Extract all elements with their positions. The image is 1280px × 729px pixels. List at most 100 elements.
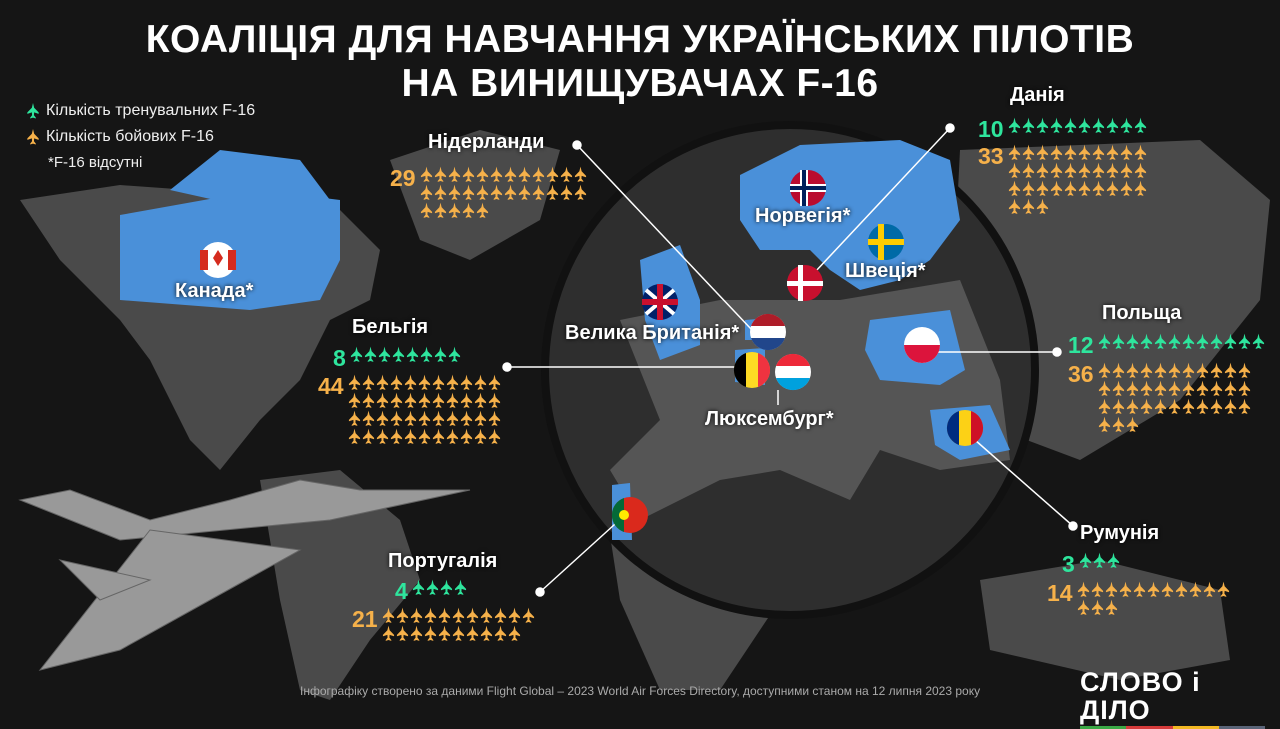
training-jet-icon: [1107, 552, 1120, 569]
combat-jet-icon: [1224, 380, 1237, 397]
belgium-flag-icon: [733, 352, 771, 388]
combat-jet-icon: [488, 374, 501, 391]
combat-jet-icon: [462, 184, 475, 201]
combat-jet-icon: [1182, 362, 1195, 379]
combat-jet-icon: [504, 166, 517, 183]
training-jet-icon: [1182, 333, 1195, 350]
combat-jet-icon: [1154, 362, 1167, 379]
combat-jet-icon: [1092, 144, 1105, 161]
combat-jet-icon: [1106, 162, 1119, 179]
combat-jet-icon: [1154, 380, 1167, 397]
netherlands-leader-line: [576, 144, 753, 331]
training-jet-icon: [1064, 117, 1077, 134]
denmark-label: Данія: [1010, 84, 1065, 106]
training-jet-icon: [1154, 333, 1167, 350]
combat-jet-icon: [1168, 398, 1181, 415]
uk-label: Велика Британія*: [565, 322, 740, 344]
combat-jet-icon: [488, 410, 501, 427]
training-jet-icon: [406, 346, 419, 363]
netherlands-flag-icon: [750, 313, 786, 351]
combat-jet-icon: [1112, 398, 1125, 415]
training-jet-icon: [1050, 117, 1063, 134]
combat-jet-icon: [1078, 162, 1091, 179]
training-jet-icon: [1092, 117, 1105, 134]
combat-jet-icon: [1112, 362, 1125, 379]
combat-jet-icon: [390, 392, 403, 409]
combat-jet-icon: [1196, 380, 1209, 397]
training-jet-icon: [1238, 333, 1251, 350]
training-jet-icon: [1120, 117, 1133, 134]
combat-jet-icon: [1036, 180, 1049, 197]
combat-jet-icon: [26, 129, 40, 145]
training-jet-icon: [1008, 117, 1021, 134]
combat-jet-icon: [1050, 162, 1063, 179]
combat-jet-icon: [424, 625, 437, 642]
training-jet-icon: [420, 346, 433, 363]
combat-jet-icon: [574, 166, 587, 183]
combat-jet-icon: [432, 374, 445, 391]
combat-jet-icon: [522, 607, 535, 624]
training-jet-icon: [448, 346, 461, 363]
combat-jet-icon: [390, 374, 403, 391]
combat-jet-icon: [1105, 581, 1118, 598]
combat-jet-icon: [382, 625, 395, 642]
combat-jet-icon: [1064, 144, 1077, 161]
poland-flag-icon: [904, 327, 940, 363]
combat-jet-icon: [348, 374, 361, 391]
combat-jet-icon: [1098, 416, 1111, 433]
belgium-combat: 44: [318, 374, 502, 445]
combat-jet-icon: [1008, 198, 1021, 215]
romania-combat: 14: [1047, 581, 1231, 616]
training-jet-icon: [1022, 117, 1035, 134]
combat-jet-icon: [404, 392, 417, 409]
canada-label: Канада*: [175, 280, 254, 302]
australia-land: [980, 560, 1230, 680]
netherlands-label: Нідерланди: [428, 131, 545, 153]
combat-jet-icon: [1091, 599, 1104, 616]
training-jet-icon: [434, 346, 447, 363]
combat-jet-icon: [1133, 581, 1146, 598]
combat-jet-icon: [488, 392, 501, 409]
combat-jet-icon: [508, 607, 521, 624]
combat-jet-icon: [518, 184, 531, 201]
legend-note: *F-16 відсутні: [48, 154, 143, 171]
combat-jet-icon: [448, 184, 461, 201]
combat-jet-icon: [1112, 380, 1125, 397]
combat-jet-icon: [448, 166, 461, 183]
combat-jet-icon: [376, 410, 389, 427]
combat-jet-icon: [1224, 362, 1237, 379]
poland-label: Польща: [1102, 302, 1182, 324]
combat-jet-icon: [494, 607, 507, 624]
romania-leader-line: [974, 439, 1074, 527]
training-jet-icon: [412, 579, 425, 596]
training-jet-icon: [1112, 333, 1125, 350]
combat-jet-icon: [438, 625, 451, 642]
luxembourg-label: Люксембург*: [705, 408, 834, 430]
combat-jet-icon: [446, 428, 459, 445]
combat-jet-icon: [466, 625, 479, 642]
combat-jet-icon: [1022, 144, 1035, 161]
combat-jet-icon: [1077, 581, 1090, 598]
combat-jet-icon: [1134, 162, 1147, 179]
combat-jet-icon: [382, 607, 395, 624]
training-jet-icon: [426, 579, 439, 596]
combat-jet-icon: [418, 428, 431, 445]
combat-jet-icon: [1008, 162, 1021, 179]
combat-jet-icon: [418, 374, 431, 391]
denmark-leader-line: [814, 127, 951, 273]
training-jet-icon: [1098, 333, 1111, 350]
combat-jet-icon: [532, 166, 545, 183]
portugal-training: 4: [395, 579, 566, 603]
combat-jet-icon: [404, 374, 417, 391]
poland-training: 12: [1068, 333, 1266, 357]
combat-jet-icon: [466, 607, 479, 624]
combat-jet-icon: [362, 374, 375, 391]
greenland-blue: [170, 150, 330, 210]
norway-label: Норвегія*: [755, 205, 851, 227]
combat-jet-icon: [410, 625, 423, 642]
combat-jet-icon: [546, 166, 559, 183]
combat-jet-icon: [420, 202, 433, 219]
sweden-flag-icon: [868, 224, 904, 260]
training-jet-icon: [364, 346, 377, 363]
